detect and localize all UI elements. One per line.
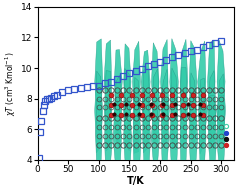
Polygon shape [133,77,140,153]
X-axis label: T/K: T/K [127,176,145,186]
Polygon shape [160,40,168,118]
Polygon shape [142,69,150,153]
Polygon shape [180,104,187,181]
Polygon shape [217,95,225,173]
Polygon shape [208,71,216,149]
Polygon shape [217,74,225,144]
Polygon shape [95,71,103,153]
Polygon shape [151,108,160,170]
Polygon shape [141,50,150,125]
Polygon shape [189,73,197,144]
Polygon shape [208,41,215,122]
Polygon shape [199,78,207,154]
Polygon shape [180,39,188,115]
Polygon shape [152,69,160,146]
Polygon shape [143,98,150,180]
Polygon shape [133,100,141,180]
Polygon shape [198,41,206,122]
Polygon shape [170,98,178,177]
Polygon shape [199,99,206,177]
Y-axis label: $\chi T$ (cm$^3$ Kmol$^{-1}$): $\chi T$ (cm$^3$ Kmol$^{-1}$) [4,51,18,115]
Polygon shape [105,99,113,181]
Polygon shape [189,41,197,119]
Polygon shape [114,50,122,119]
Polygon shape [123,101,132,180]
Polygon shape [124,44,131,116]
Polygon shape [114,75,122,149]
Polygon shape [123,68,131,151]
Polygon shape [113,96,121,177]
Polygon shape [170,68,178,150]
Polygon shape [170,39,178,125]
Polygon shape [132,41,141,119]
Polygon shape [96,99,102,175]
Polygon shape [161,99,169,178]
Polygon shape [180,67,187,147]
Polygon shape [104,71,112,151]
Polygon shape [189,98,198,176]
Polygon shape [95,39,103,113]
Polygon shape [208,95,217,181]
Polygon shape [161,69,169,146]
Polygon shape [151,43,159,118]
Polygon shape [104,40,112,125]
Polygon shape [217,40,225,116]
